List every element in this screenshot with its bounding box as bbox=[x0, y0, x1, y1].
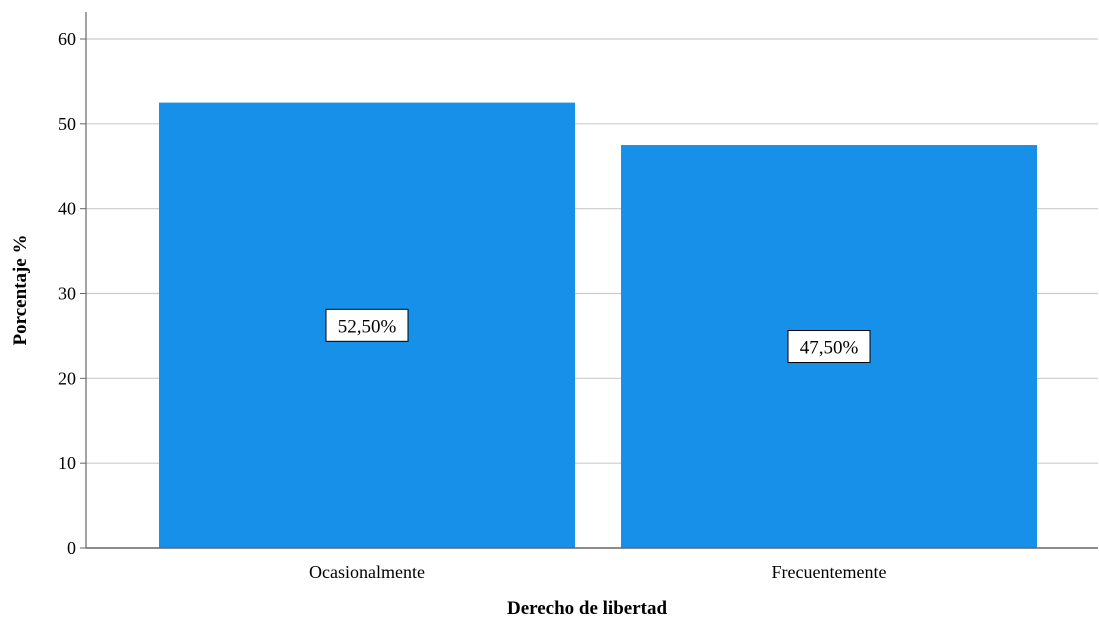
data-label-box-2 bbox=[787, 330, 871, 364]
bars bbox=[159, 102, 1037, 548]
y-axis-title: Porcentaje % bbox=[10, 235, 31, 346]
y-tick-label-50: 50 bbox=[58, 114, 76, 134]
x-axis-title: Derecho de libertad bbox=[507, 598, 667, 619]
y-tick-label-0: 0 bbox=[67, 538, 76, 558]
y-tick-label-40: 40 bbox=[58, 199, 76, 219]
data-labels: 52,50% 47,50% bbox=[325, 308, 871, 364]
y-tick-label-60: 60 bbox=[58, 29, 76, 49]
y-tick-label-30: 30 bbox=[58, 284, 76, 304]
axes: 0 10 20 30 40 50 60 Ocasionalmente Frecuentement… bbox=[58, 12, 1098, 582]
y-tick-label-20: 20 bbox=[58, 368, 76, 388]
y-tick-label-10: 10 bbox=[58, 453, 76, 473]
data-label-1: 52,50% bbox=[338, 316, 397, 337]
data-label-box-1 bbox=[325, 308, 409, 342]
x-tick-label-ocasionalmente: Ocasionalmente bbox=[309, 562, 425, 582]
data-label-2: 47,50% bbox=[800, 338, 859, 359]
x-tick-label-frecuentemente: Frecuentemente bbox=[772, 562, 887, 582]
